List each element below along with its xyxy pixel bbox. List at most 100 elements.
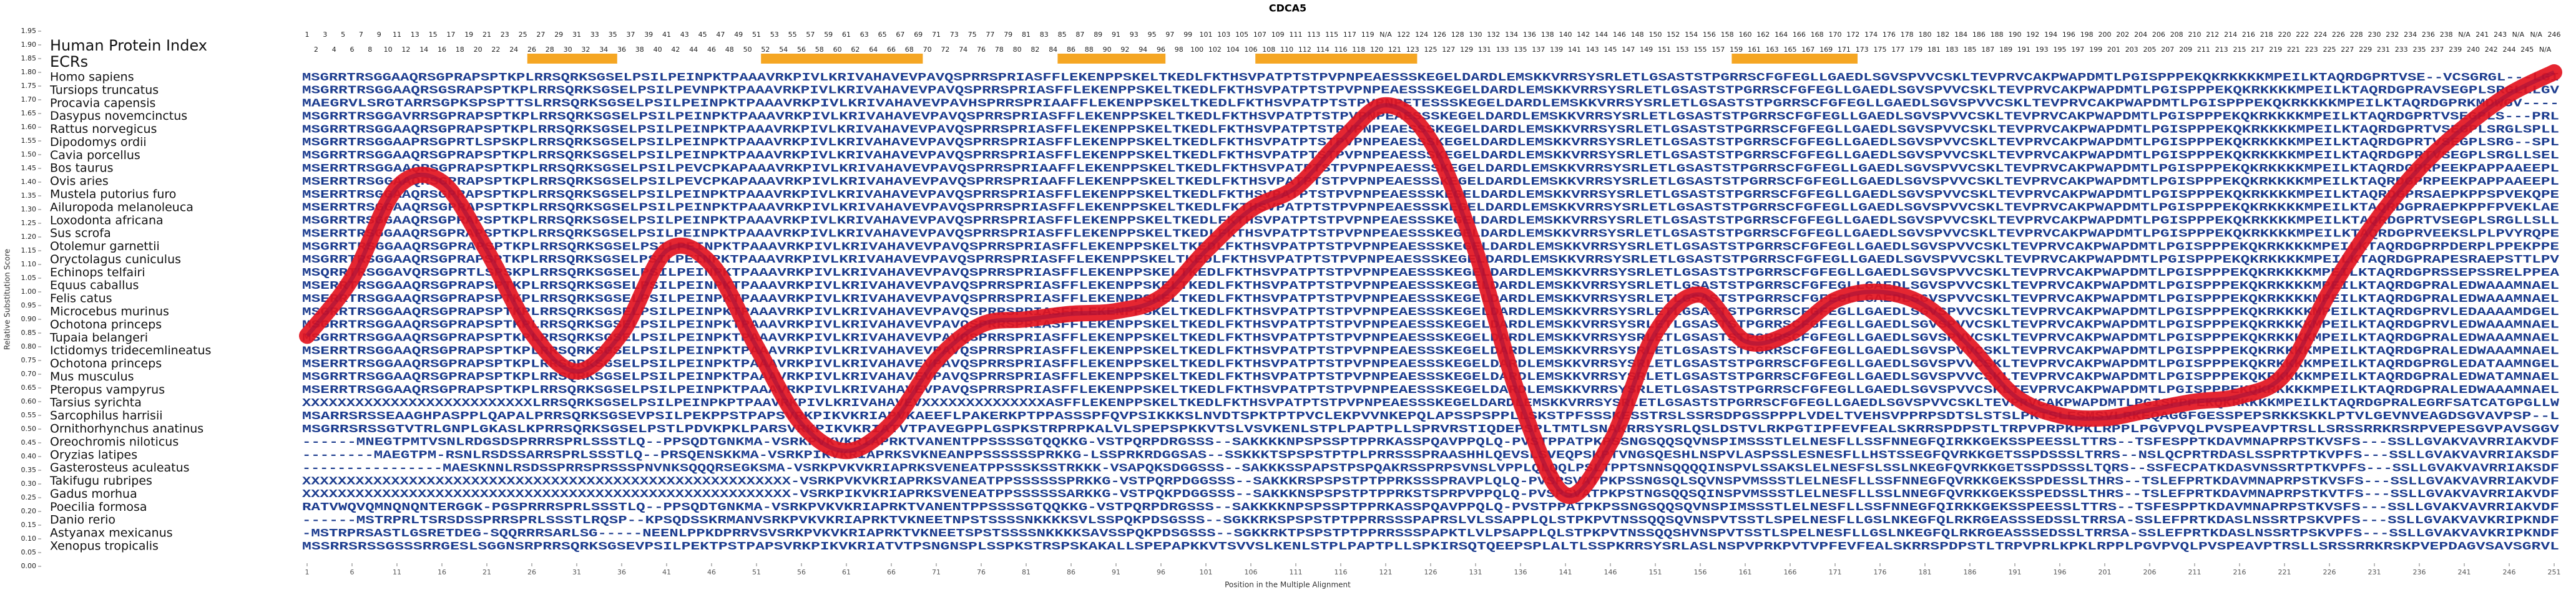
human-index-label: 237 [2431, 46, 2444, 54]
human-index-label: 139 [1550, 46, 1563, 54]
human-index-label: 78 [995, 46, 1004, 54]
x-tick-label: 26 [527, 568, 536, 576]
human-index-label: 121 [1388, 46, 1401, 54]
human-index-label: 52 [761, 46, 770, 54]
human-index-label: 4 [332, 46, 336, 54]
score-line-core [305, 70, 2555, 498]
species-name: Tarsius syrichta [49, 396, 142, 410]
y-tick-label: 1.25 [21, 219, 37, 227]
human-index-label: 92 [1120, 46, 1129, 54]
human-index-label: 75 [968, 31, 977, 39]
human-index-label: 29 [554, 31, 563, 39]
human-index-label: 91 [1112, 31, 1120, 39]
human-index-label: 76 [977, 46, 986, 54]
human-index-label: 234 [2404, 31, 2417, 39]
human-index-label: 201 [2107, 46, 2120, 54]
human-index-label: 111 [1290, 31, 1303, 39]
human-index-label: 82 [1031, 46, 1039, 54]
human-index-label: N/A [2512, 31, 2525, 39]
x-tick-label: 36 [617, 568, 626, 576]
human-index-label: 192 [2026, 31, 2039, 39]
sequence: MSERRTRSGGAAQRSGPRAPSPTKPLRRSQRKSGSELPSI… [302, 163, 2559, 175]
human-index-label: 137 [1532, 46, 1545, 54]
human-index-label: 169 [1819, 46, 1833, 54]
human-index-label: 191 [2017, 46, 2030, 54]
human-index-label: 229 [2359, 46, 2372, 54]
species-name: Ochotona princeps [50, 357, 162, 370]
x-tick-label: 71 [932, 568, 941, 576]
human-index-label: 190 [2009, 31, 2022, 39]
x-tick-label: 241 [2458, 568, 2471, 576]
human-index-label: 142 [1577, 31, 1590, 39]
species-name: Bos taurus [50, 162, 114, 175]
human-index-label: 10 [384, 46, 393, 54]
human-index-label: 198 [2080, 31, 2094, 39]
x-tick-label: 106 [1245, 568, 1258, 576]
ecr-region [1057, 54, 1166, 64]
x-tick-label: 246 [2503, 568, 2516, 576]
human-index-label: 14 [419, 46, 428, 54]
human-index-label: 172 [1846, 31, 1859, 39]
human-index-label: 33 [590, 31, 599, 39]
species-name: Cavia porcellus [50, 148, 140, 162]
human-index-label: 37 [626, 31, 635, 39]
human-index-label: 173 [1856, 46, 1869, 54]
species-name: Mustela putorius furo [50, 188, 176, 201]
x-tick-label: 211 [2188, 568, 2201, 576]
human-index-label: 187 [1981, 46, 1994, 54]
human-index-label: 2 [314, 46, 318, 54]
species-name: Echinops telfairi [50, 266, 145, 279]
human-index-label: 245 [2520, 46, 2534, 54]
human-index-label: 100 [1190, 46, 1203, 54]
sequence: MSERRTRSGGAAQRSGPRAPSPTKPLRRSQRKSGSELPSI… [302, 189, 2559, 201]
y-tick-label: 0.65 [21, 384, 37, 392]
x-tick-label: 236 [2413, 568, 2426, 576]
human-index-label: 141 [1568, 46, 1581, 54]
y-tick-label: 0.25 [21, 493, 37, 501]
human-index-label: 227 [2341, 46, 2354, 54]
human-index-label: 51 [752, 31, 761, 39]
species-name: Ornithorhynchus anatinus [50, 422, 203, 436]
sequence: MSSRRSRSSGSSSRRGESLSGGNSRPRRSQRKSGSEVPSI… [302, 541, 2559, 553]
human-index-label: 168 [1811, 31, 1824, 39]
sequence: MSERRTRSGGAAQRSGPRAPSPTKPLRRSQRKSGSELPSI… [302, 280, 2559, 293]
human-index-label: 204 [2134, 31, 2147, 39]
human-index-label: 117 [1343, 31, 1356, 39]
human-index-label: 87 [1075, 31, 1084, 39]
x-tick-label: 141 [1559, 568, 1572, 576]
species-name: Ailuropoda melanoleuca [50, 200, 193, 214]
human-index-label: 72 [941, 46, 949, 54]
x-tick-label: 91 [1112, 568, 1120, 576]
x-tick-label: 51 [752, 568, 761, 576]
y-tick-label: 0.55 [21, 411, 37, 419]
human-index-label: 228 [2350, 31, 2363, 39]
sequence: MSERRTRSGGAAQRSGPRAPSPTKPLRRSQRKSGSELPSI… [302, 202, 2559, 215]
human-index-label: 233 [2395, 46, 2408, 54]
sequence: MSGRRTRSGGAAQRSGPRAPSPTKPLRRSQRKSGSELPSI… [302, 371, 2559, 384]
sequence: MSARRSRSSEAAGHPASPPLQAPALPRRSQRKSGSEVPSI… [302, 410, 2559, 423]
sequence: XXXXXXXXXXXXXXXXXXXXXXXXXXLRRSQRKSGSELPS… [302, 397, 2559, 410]
y-tick-label: 0.60 [21, 397, 37, 405]
human-index-label: 188 [1991, 31, 2004, 39]
species-name: Gadus morhua [50, 487, 137, 501]
y-tick-label: 0.45 [21, 438, 37, 447]
y-axis-label: Relative Substitution Score [3, 249, 12, 350]
x-tick-label: 171 [1829, 568, 1842, 576]
human-index-label: 5 [341, 31, 345, 39]
sequence: ------MNEGTPMTVSNLRDGSDSPRRRSPRLSSSTLQ--… [302, 437, 2559, 449]
y-tick-label: 1.05 [21, 274, 37, 282]
human-index-label: 214 [2224, 31, 2237, 39]
human-index-label: 54 [779, 46, 788, 54]
human-index-label: 13 [411, 31, 419, 39]
human-index-label: 79 [1004, 31, 1012, 39]
human-index-label: 7 [359, 31, 363, 39]
human-index-label: 120 [1370, 46, 1383, 54]
y-tick-label: 1.40 [21, 178, 37, 186]
sequence: MAEGRVLSRGTARRSGPKSPSPTTSLRRSQRKSGSELPSI… [302, 98, 2559, 110]
y-tick-label: 0.10 [21, 535, 37, 543]
human-index-label: 133 [1496, 46, 1509, 54]
human-index-label: 8 [368, 46, 372, 54]
human-index-label: 174 [1864, 31, 1878, 39]
species-name: Ictidomys tridecemlineatus [50, 344, 211, 357]
human-index-label: 70 [923, 46, 932, 54]
